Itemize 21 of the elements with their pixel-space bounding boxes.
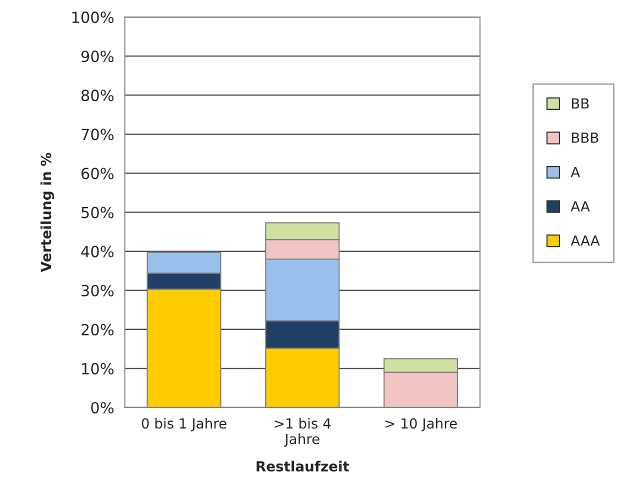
y-tick-label: 80% — [81, 90, 114, 102]
y-tick-label: 10% — [82, 362, 114, 374]
x-tick-label: 0 bis 1 Jahre — [142, 418, 226, 432]
y-tick-label: 40% — [81, 246, 114, 258]
legend-label: AA — [570, 201, 590, 212]
x-axis-title: Restlaufzeit — [256, 460, 350, 472]
y-tick-label: 50% — [82, 206, 114, 218]
legend-label: AAA — [570, 236, 600, 246]
x-tick-label: >1 bis 4 Jahre — [274, 418, 331, 447]
y-tick-label: 0% — [91, 402, 114, 414]
legend-label: A — [570, 166, 580, 178]
y-tick-label: 100% — [72, 12, 114, 24]
y-tick-label: 70% — [82, 128, 114, 140]
y-tick-label: 90% — [81, 50, 114, 62]
legend-label: BBB — [572, 132, 598, 143]
legend-label: BB — [572, 98, 589, 109]
y-tick-label: 30% — [82, 284, 114, 296]
y-tick-label: 60% — [81, 168, 114, 180]
x-tick-label: > 10 Jahre — [386, 418, 457, 432]
y-axis-title: Verteilung in % — [40, 152, 54, 272]
y-tick-label: 20% — [82, 324, 114, 336]
